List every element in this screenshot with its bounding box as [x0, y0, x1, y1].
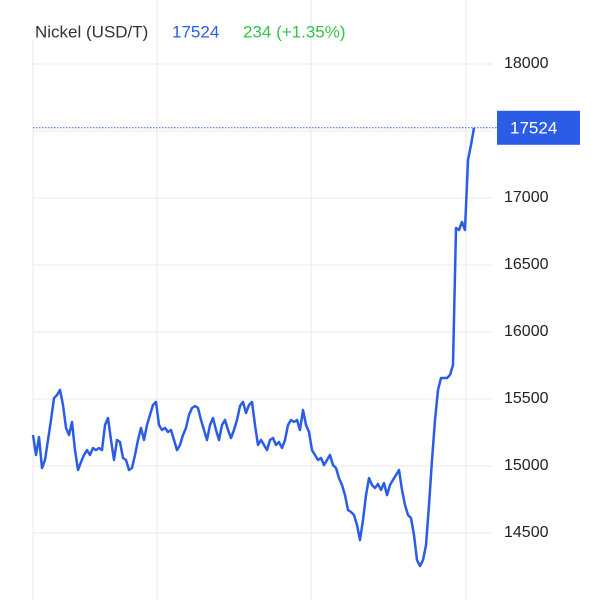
price-line [31, 127, 476, 568]
y-tick-label: 15500 [504, 390, 549, 407]
last-price-label: 17524 [510, 118, 557, 137]
y-tick-label: 16500 [504, 256, 549, 273]
y-tick-label: 14500 [504, 524, 549, 541]
y-tick-label: 16000 [504, 323, 549, 340]
y-tick-label: 18000 [504, 55, 549, 72]
y-tick-label: 17000 [504, 189, 549, 206]
header-price: 17524 [172, 22, 219, 41]
y-tick-label: 15000 [504, 457, 549, 474]
header-change: 234 (+1.35%) [243, 22, 346, 41]
chart-title: Nickel (USD/T) [35, 22, 148, 41]
last-price-box [497, 110, 580, 145]
